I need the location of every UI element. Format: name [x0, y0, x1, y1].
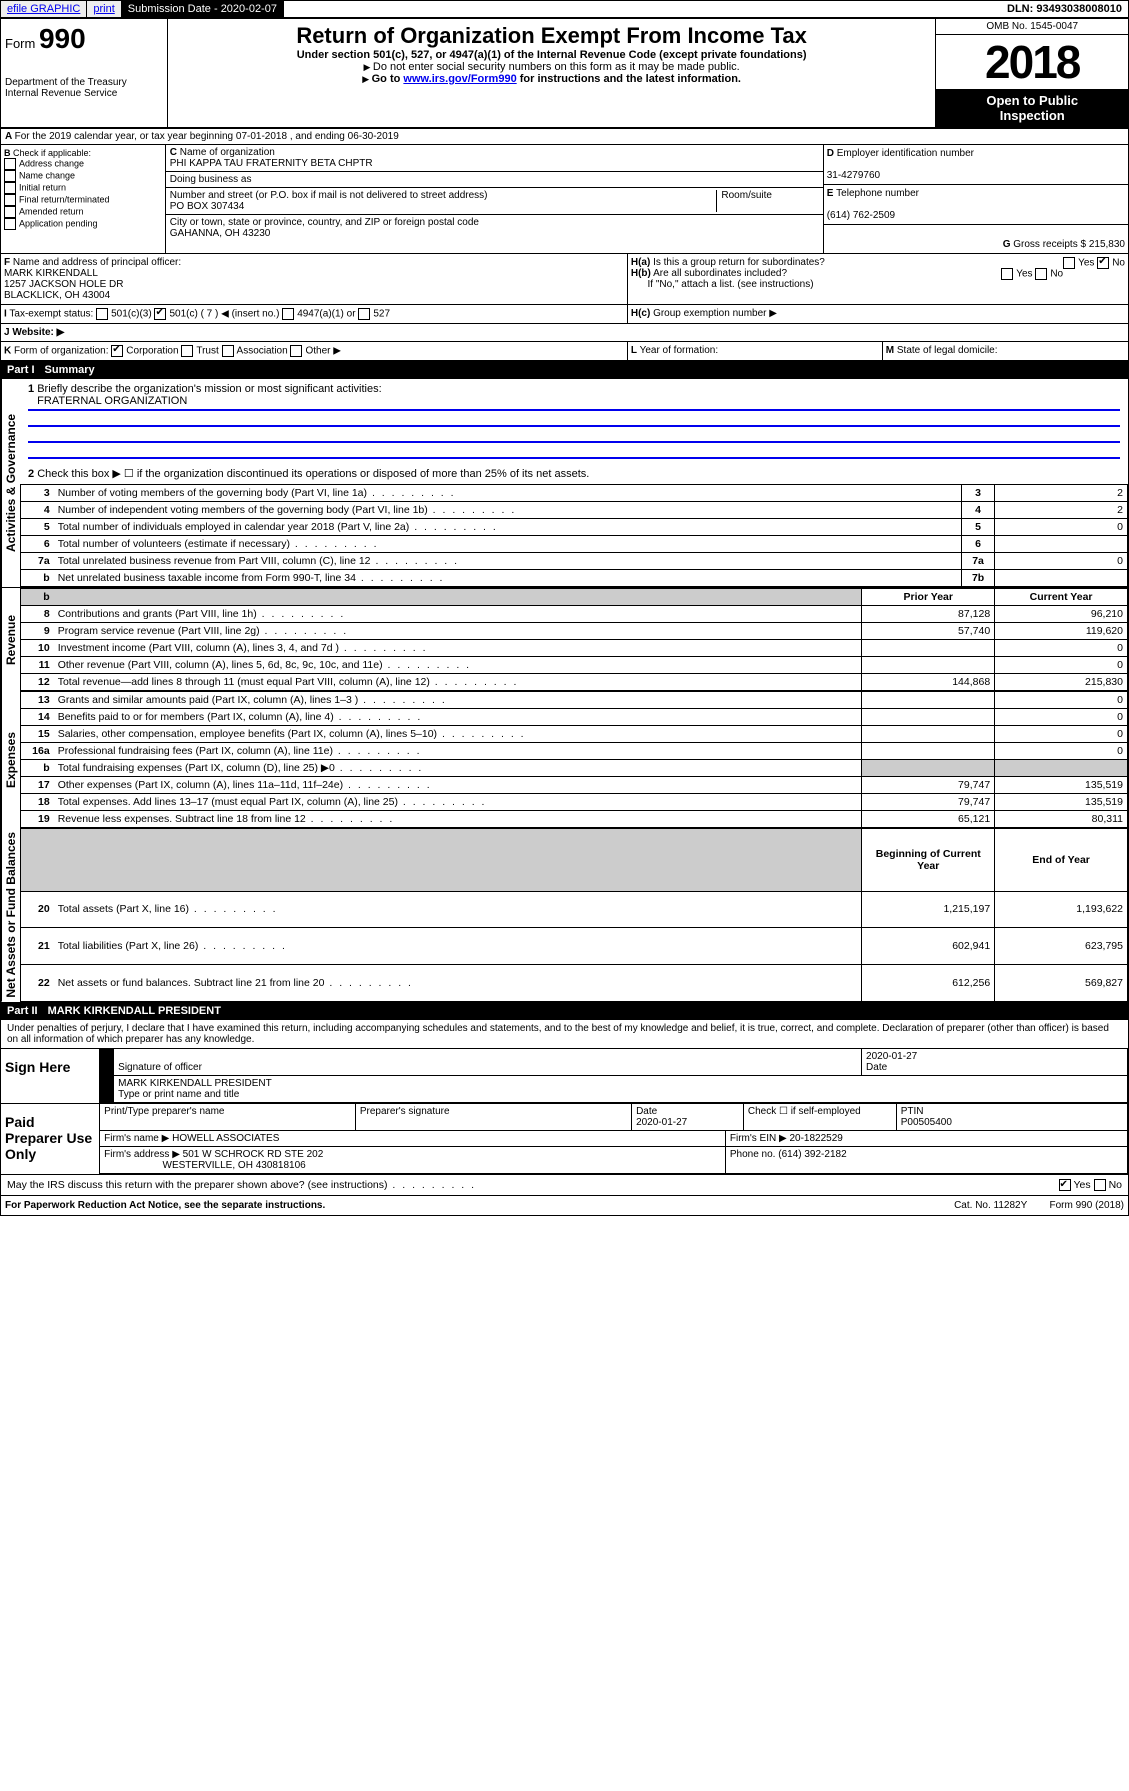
line2-label: Check this box ▶ ☐ if the organization d…: [37, 468, 589, 480]
form-org-label: Form of organization:: [14, 346, 109, 357]
name-title-label: Type or print name and title: [118, 1089, 239, 1100]
paid-preparer-label: Paid Preparer Use Only: [1, 1104, 100, 1174]
tax-year: 2018: [936, 35, 1128, 89]
addr-label: Number and street (or P.O. box if mail i…: [170, 190, 488, 201]
declaration-text: Under penalties of perjury, I declare th…: [1, 1020, 1128, 1048]
cb-application-pending[interactable]: Application pending: [4, 218, 162, 230]
line1-label: Briefly describe the organization's miss…: [37, 383, 381, 395]
ptin-value: P00505400: [901, 1117, 952, 1128]
dln: DLN: 93493038008010: [1001, 1, 1128, 17]
ein-label: Employer identification number: [837, 148, 974, 159]
ein-value: 31-4279760: [827, 170, 880, 181]
sign-here-label: Sign Here: [1, 1049, 100, 1103]
cb-address-change[interactable]: Address change: [4, 158, 162, 170]
pp-name-label: Print/Type preparer's name: [100, 1104, 356, 1130]
gross-value: 215,830: [1089, 239, 1125, 250]
firm-addr-label: Firm's address ▶: [104, 1149, 180, 1160]
line1-value: FRATERNAL ORGANIZATION: [37, 395, 187, 407]
side-revenue: Revenue: [1, 588, 20, 691]
pp-date-value: 2020-01-27: [636, 1117, 687, 1128]
footer-cat: Cat. No. 11282Y: [954, 1200, 1027, 1211]
firm-ein-value: 20-1822529: [789, 1133, 842, 1144]
officer-label: Name and address of principal officer:: [13, 257, 181, 268]
submission-date: Submission Date - 2020-02-07: [122, 1, 284, 17]
phone-label: Telephone number: [836, 188, 919, 199]
part2-name: MARK KIRKENDALL PRESIDENT: [48, 1005, 221, 1017]
pp-date-label: Date: [636, 1106, 657, 1117]
year-formation-label: Year of formation:: [640, 345, 719, 356]
firm-phone-label: Phone no.: [730, 1149, 776, 1160]
hb-note: If "No," attach a list. (see instruction…: [648, 279, 814, 290]
gross-label: Gross receipts $: [1013, 239, 1086, 250]
room-label: Room/suite: [716, 190, 818, 212]
check-applicable-label: Check if applicable:: [13, 148, 91, 158]
subtitle-3: Go to www.irs.gov/Form990 for instructio…: [172, 73, 932, 85]
subtitle-2: Do not enter social security numbers on …: [172, 61, 932, 73]
tax-status-label: Tax-exempt status:: [9, 309, 93, 320]
side-expenses: Expenses: [1, 691, 20, 828]
phone-value: (614) 762-2509: [827, 210, 895, 221]
officer-addr1: 1257 JACKSON HOLE DR: [4, 279, 124, 290]
cb-initial-return[interactable]: Initial return: [4, 182, 162, 194]
subtitle-1: Under section 501(c), 527, or 4947(a)(1)…: [172, 49, 932, 61]
hb-label: Are all subordinates included?: [653, 268, 787, 279]
part2-label: Part II: [7, 1005, 38, 1017]
discuss-label: May the IRS discuss this return with the…: [7, 1179, 388, 1191]
date-label: Date: [866, 1062, 887, 1073]
irs-label: Internal Revenue Service: [5, 88, 163, 99]
omb-number: OMB No. 1545-0047: [936, 19, 1128, 35]
form-number: Form 990: [5, 23, 163, 55]
part1-name: Summary: [45, 364, 95, 376]
top-toolbar: efile GRAPHIC print Submission Date - 20…: [0, 0, 1129, 18]
dept-treasury: Department of the Treasury: [5, 77, 163, 88]
cb-name-change[interactable]: Name change: [4, 170, 162, 182]
footer-left: For Paperwork Reduction Act Notice, see …: [5, 1200, 325, 1211]
sig-date: 2020-01-27: [866, 1051, 917, 1062]
form990-link[interactable]: www.irs.gov/Form990: [403, 73, 516, 85]
open-public: Open to PublicInspection: [936, 89, 1128, 127]
part1-label: Part I: [7, 364, 35, 376]
ptin-label: PTIN: [901, 1106, 924, 1117]
footer-form: Form 990 (2018): [1050, 1200, 1124, 1211]
hc-label: Group exemption number ▶: [653, 308, 777, 319]
city-label: City or town, state or province, country…: [170, 217, 479, 228]
city-value: GAHANNA, OH 43230: [170, 228, 271, 239]
sig-officer-label: Signature of officer: [118, 1062, 202, 1073]
side-netassets: Net Assets or Fund Balances: [1, 828, 20, 1002]
cb-amended-return[interactable]: Amended return: [4, 206, 162, 218]
ha-label: Is this a group return for subordinates?: [653, 257, 825, 268]
domicile-label: State of legal domicile:: [897, 345, 998, 356]
efile-link[interactable]: efile GRAPHIC: [1, 1, 87, 17]
dba-label: Doing business as: [166, 172, 823, 188]
pp-sig-label: Preparer's signature: [356, 1104, 632, 1130]
officer-addr2: BLACKLICK, OH 43004: [4, 290, 110, 301]
website-label: Website: ▶: [12, 327, 64, 338]
officer-name: MARK KIRKENDALL: [4, 268, 98, 279]
cb-final-return[interactable]: Final return/terminated: [4, 194, 162, 206]
firm-ein-label: Firm's EIN ▶: [730, 1133, 787, 1144]
firm-addr2-value: WESTERVILLE, OH 430818106: [163, 1160, 306, 1171]
side-activities: Activities & Governance: [1, 379, 20, 587]
org-name: PHI KAPPA TAU FRATERNITY BETA CHPTR: [170, 158, 373, 169]
addr-value: PO BOX 307434: [170, 201, 245, 212]
firm-name-label: Firm's name ▶: [104, 1133, 169, 1144]
pp-selfemp: Check ☐ if self-employed: [744, 1104, 897, 1130]
firm-name-value: HOWELL ASSOCIATES: [172, 1133, 279, 1144]
print-link[interactable]: print: [87, 1, 121, 17]
firm-addr-value: 501 W SCHROCK RD STE 202: [183, 1149, 324, 1160]
officer-typed-name: MARK KIRKENDALL PRESIDENT: [118, 1078, 272, 1089]
line-a: A For the 2019 calendar year, or tax yea…: [1, 129, 1128, 145]
firm-phone-value: (614) 392-2182: [778, 1149, 846, 1160]
name-label: Name of organization: [180, 147, 275, 158]
form-title: Return of Organization Exempt From Incom…: [172, 23, 932, 49]
